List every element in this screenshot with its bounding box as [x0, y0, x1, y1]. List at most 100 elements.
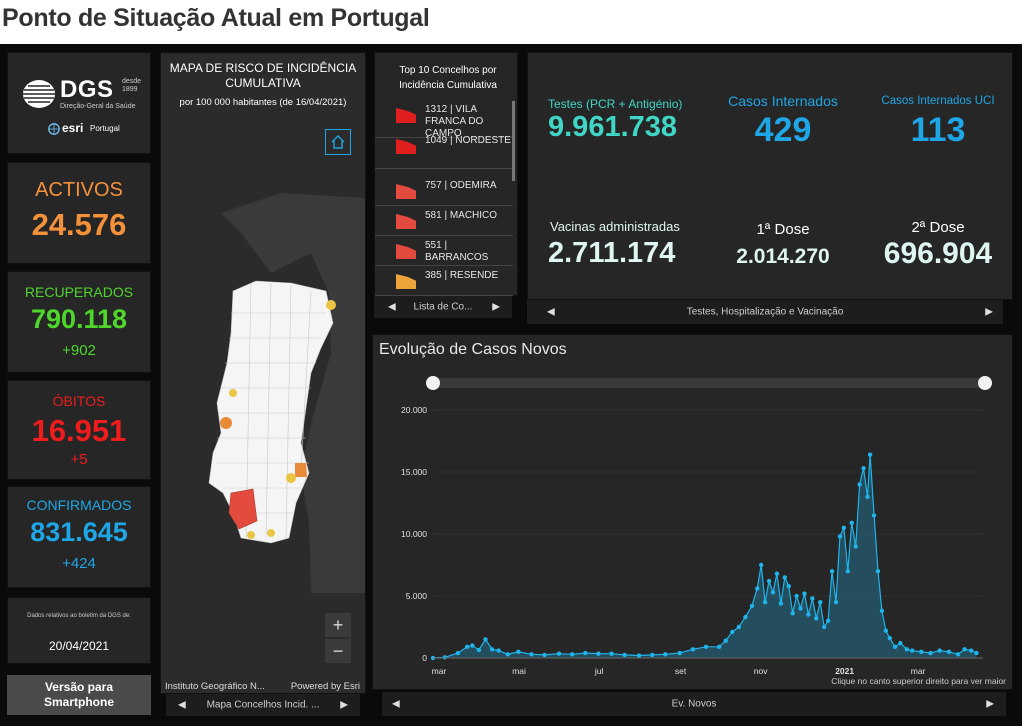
stats-panel: Testes (PCR + Antigénio) 9.961.738 Casos… — [527, 52, 1013, 300]
stats-nav-next-arrow[interactable]: ▶ — [985, 306, 993, 318]
top10-item-label: 551 | BARRANCOS — [425, 240, 489, 263]
range-slider-end-handle[interactable] — [978, 376, 992, 390]
stats-nav-prev-arrow[interactable]: ◀ — [547, 306, 555, 318]
incidence-swatch-icon — [396, 244, 416, 259]
bulletin-panel: Dados relativos ao boletim da DGS de: 20… — [7, 597, 151, 664]
map-nav-bar: ◀ Mapa Concelhos Incid. ... ▶ — [166, 694, 360, 716]
data-point — [483, 637, 488, 642]
incidence-swatch-icon — [396, 274, 416, 289]
data-point — [650, 652, 655, 658]
data-point — [455, 650, 461, 656]
top10-nav-prev-arrow[interactable]: ◀ — [388, 301, 396, 313]
data-point — [841, 525, 847, 530]
y-tick-label: 15.000 — [401, 467, 427, 477]
incidence-swatch-icon — [396, 139, 416, 154]
top10-nav-label: Lista de Co... — [413, 301, 473, 313]
kpi-recuperados-value: 790.118 — [30, 304, 128, 334]
stat-testes-label: Testes (PCR + Antigénio) — [548, 97, 683, 111]
top10-list-item[interactable]: 581 | MACHICO — [375, 206, 513, 236]
chart-nav-bar: ◀ Ev. Novos ▶ — [382, 692, 1006, 716]
data-point — [464, 644, 470, 650]
data-point — [861, 466, 866, 471]
kpi-activos: ACTIVOS 24.576 — [7, 162, 151, 264]
zoom-in-button[interactable]: + — [325, 613, 351, 637]
top10-list-item[interactable]: 385 | RESENDE — [375, 266, 513, 296]
data-point — [887, 635, 893, 641]
top10-scrollbar[interactable] — [512, 101, 515, 181]
data-point — [766, 578, 772, 584]
cases-chart[interactable]: 0 5.000 10.000 15.000 20.000 mar mai jul set nov 2… — [373, 355, 1012, 685]
data-point — [849, 520, 854, 526]
page-title: Ponto de Situação Atual em Portugal — [2, 4, 430, 32]
home-button[interactable] — [325, 129, 351, 155]
chart-nav-prev-arrow[interactable]: ◀ — [392, 698, 400, 710]
data-point — [723, 638, 728, 643]
dgs-subtitle: Direção-Geral da Saúde — [60, 103, 136, 110]
cases-area — [433, 454, 977, 658]
y-tick-label: 20.000 — [401, 405, 427, 415]
top10-list-item[interactable]: 757 | ODEMIRA — [375, 176, 513, 206]
incidence-swatch-icon — [396, 108, 416, 123]
map-nav-label: Mapa Concelhos Incid. ... — [206, 699, 320, 711]
data-point — [883, 628, 889, 633]
top10-list-item[interactable]: 1049 | NORDESTE — [375, 131, 513, 169]
top10-list: 1312 | VILA FRANCA DO CAMPO 1049 | NORDES… — [375, 100, 513, 297]
kpi-activos-value: 24.576 — [31, 207, 127, 242]
chart-nav-next-arrow[interactable]: ▶ — [986, 698, 994, 710]
hotspot-centre-1 — [229, 389, 237, 397]
esri-globe-icon — [48, 123, 60, 135]
map-nav-next-arrow[interactable]: ▶ — [340, 699, 348, 711]
stat-dose2-label: 2ª Dose — [911, 219, 965, 236]
bulletin-date: 20/04/2021 — [48, 639, 110, 653]
stat-uci-value: 113 — [910, 111, 966, 149]
bulletin-caption: Dados relativos ao boletim da DGS de: — [27, 613, 131, 619]
data-point — [770, 590, 776, 595]
smartphone-button[interactable]: Versão para Smartphone — [7, 675, 151, 715]
data-point — [496, 648, 501, 653]
dgs-logo-icon — [23, 80, 55, 108]
data-point — [736, 624, 742, 630]
data-point — [928, 650, 933, 656]
top10-list-item[interactable]: 551 | BARRANCOS — [375, 236, 513, 266]
cases-line — [432, 454, 977, 659]
dgs-year: 1899 — [122, 86, 138, 93]
data-point — [583, 650, 588, 656]
data-point — [919, 649, 924, 654]
top10-list-item[interactable]: 1312 | VILA FRANCA DO CAMPO — [375, 100, 513, 139]
incidence-swatch-icon — [396, 214, 416, 229]
data-point — [489, 647, 495, 652]
data-point — [703, 644, 709, 650]
zoom-out-button[interactable]: − — [325, 639, 351, 663]
x-tick-label: mar — [432, 666, 447, 676]
data-point — [542, 652, 547, 658]
stat-dose2-value: 696.904 — [883, 237, 993, 270]
map-title: MAPA DE RISCO DE INCIDÊNCIA CUMULATIVA — [169, 61, 357, 90]
x-tick-label: nov — [754, 666, 768, 676]
data-point — [622, 652, 627, 658]
kpi-confirmados-label: CONFIRMADOS — [26, 497, 132, 513]
range-slider-start-handle[interactable] — [426, 376, 440, 390]
data-point — [743, 614, 748, 620]
data-point — [810, 596, 815, 601]
data-point — [825, 618, 831, 623]
data-point — [755, 586, 760, 591]
top10-nav-bar: ◀ Lista de Co... ▶ — [374, 296, 512, 318]
data-point — [806, 612, 811, 617]
data-point — [875, 569, 881, 574]
data-point — [871, 513, 877, 518]
data-point — [774, 571, 780, 576]
top10-nav-next-arrow[interactable]: ▶ — [492, 301, 500, 313]
stat-vacinas-value: 2.711.174 — [548, 237, 676, 269]
map-nav-prev-arrow[interactable]: ◀ — [178, 699, 186, 711]
range-slider-track — [433, 378, 985, 388]
kpi-recuperados-delta: +902 — [62, 342, 96, 359]
x-tick-label: set — [675, 666, 687, 676]
data-point — [837, 534, 843, 539]
hotspot-south-1 — [286, 473, 296, 483]
data-point — [690, 647, 696, 652]
data-point — [857, 482, 862, 487]
kpi-confirmados-value: 831.645 — [30, 517, 128, 547]
data-point — [749, 603, 755, 609]
portugal-map[interactable] — [161, 173, 365, 593]
x-tick-label: 2021 — [835, 666, 854, 676]
